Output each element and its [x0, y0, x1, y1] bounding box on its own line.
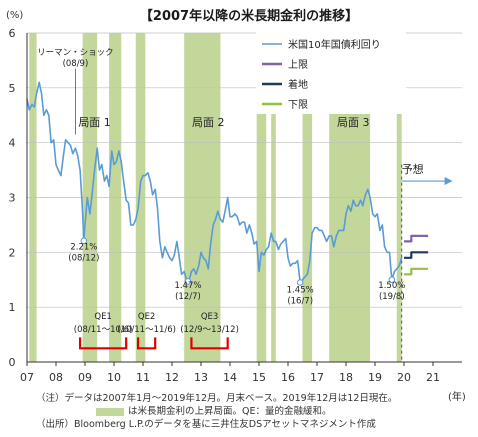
annotation-text: リーマン・ショック [37, 48, 114, 58]
series-lines [26, 81, 429, 284]
note-line-1: （注）データは2007年1月〜2019年12月。月末ベース。2019年12月は1… [36, 393, 398, 404]
chart-title: 【2007年以降の米長期金利の推移】 [140, 8, 358, 24]
qe-bracket [190, 337, 229, 350]
annotation-text: 2.21% [70, 243, 97, 253]
annotation-text: (08/9) [63, 59, 89, 69]
legend-label: 下限 [288, 99, 308, 111]
low-point-marker [296, 279, 304, 286]
annotation-text: (12/7) [175, 292, 201, 302]
y-tick-label: 6 [9, 27, 16, 40]
x-tick-label: 20 [397, 371, 411, 384]
series-line [404, 251, 429, 259]
legend-label: 上限 [288, 59, 308, 71]
source-line: （出所）Bloomberg L.P.のデータを基に三井住友DSアセットマネジメン… [36, 419, 376, 430]
y-tick-label: 0 [9, 356, 16, 369]
annotation-text: 局面 1 [78, 116, 111, 129]
annotation-text: 1.47% [174, 281, 201, 291]
series-line [26, 81, 403, 284]
low-point-marker [80, 237, 88, 245]
legend-box [256, 32, 406, 114]
y-axis-unit: (%) [6, 10, 23, 21]
qe-label: QE1 [94, 312, 111, 322]
series-line [404, 267, 429, 276]
qe-periods: QE1 (08/11〜10/6) QE2 (10/11〜11/6) QE3 (12/9〜1… [74, 312, 239, 350]
x-tick-label: 07 [20, 371, 34, 384]
x-tick-label: 17 [310, 371, 324, 384]
y-tick-label: 2 [9, 246, 16, 259]
note-line-2: は米長期金利の上昇局面。QE：量的金融緩和。 [36, 405, 397, 418]
x-tick-label: 08 [49, 371, 63, 384]
y-tick-label: 3 [9, 192, 16, 205]
x-tick-label: 14 [223, 371, 237, 384]
annotation-text: 局面 3 [337, 116, 370, 129]
annotation-text: 予想 [402, 162, 424, 176]
annotation-text: 1.45% [287, 285, 314, 295]
x-tick-label: 21 [426, 371, 440, 384]
y-tick-label: 1 [9, 301, 16, 314]
annotation-text: 局面 2 [192, 116, 225, 129]
low-point-marker [184, 278, 192, 285]
x-tick-label: 12 [165, 371, 179, 384]
legend-label: 着地 [288, 78, 308, 91]
qe-label: QE3 [201, 312, 218, 322]
x-tick-label: 10 [107, 371, 121, 384]
x-axis-unit: (年) [448, 390, 466, 403]
low-point-marker [388, 276, 396, 284]
chart-notes: （注）データは2007年1月〜2019年12月。月末ベース。2019年12月は1… [36, 392, 397, 431]
y-tick-label: 5 [9, 82, 16, 95]
qe-bracket [78, 337, 128, 350]
y-tick-label: 4 [9, 137, 16, 150]
forecast-arrow-head [444, 177, 453, 186]
rising-period-swatch [96, 407, 124, 416]
series-line [404, 234, 429, 243]
qe-bracket [136, 337, 157, 350]
qe-dates: (10/11〜11/6) [117, 325, 176, 335]
x-tick-label: 15 [252, 371, 266, 384]
annotation-text: (16/7) [287, 296, 313, 306]
annotations: リーマン・ショック(08/9) 局面 1 局面 2 局面 3 予想 2.21%(08/12… [37, 48, 453, 362]
note-line-2-text: は米長期金利の上昇局面。QE：量的金融緩和。 [128, 406, 332, 417]
annotation-text: (08/12) [68, 254, 99, 264]
x-tick-label: 18 [339, 371, 353, 384]
annotation-text: 1.50% [378, 281, 405, 291]
x-tick-label: 19 [368, 371, 382, 384]
x-tick-label: 13 [194, 371, 208, 384]
annotation-text: (19/8) [379, 292, 405, 302]
qe-label: QE2 [138, 312, 155, 322]
qe-dates: (08/11〜10/6) [74, 325, 133, 335]
x-tick-label: 09 [78, 371, 92, 384]
qe-dates: (12/9〜13/12) [180, 325, 239, 335]
x-tick-label: 16 [281, 371, 295, 384]
x-tick-label: 11 [136, 371, 150, 384]
legend-label: 米国10年国債利回り [288, 38, 381, 51]
